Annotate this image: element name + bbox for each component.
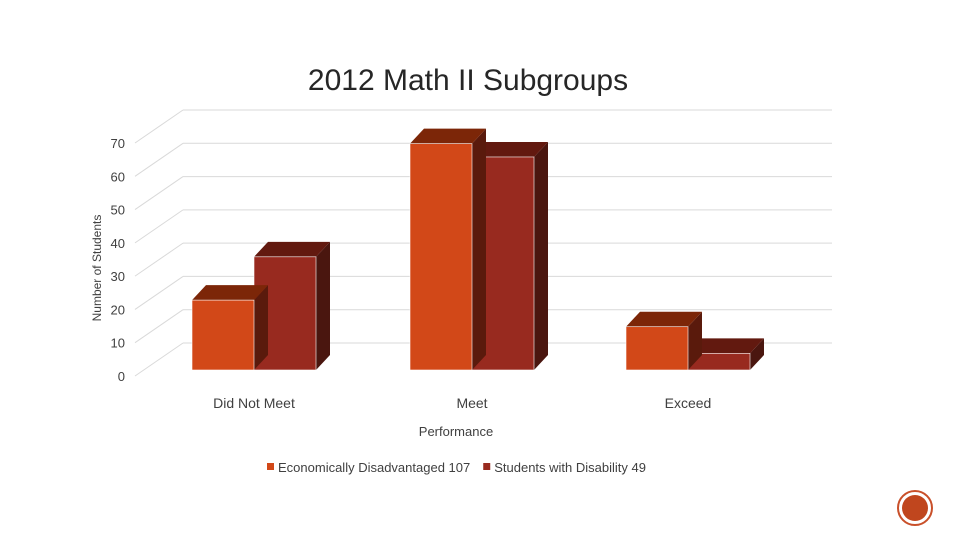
legend-label: Economically Disadvantaged 107: [278, 460, 470, 475]
bar-top: [472, 141, 548, 157]
bar-top: [192, 285, 268, 301]
bar: [409, 143, 473, 371]
y-tick-label: 30: [111, 269, 125, 284]
gridline-diag: [134, 109, 184, 144]
x-tick-label: Meet: [456, 395, 487, 411]
gridline-diag: [134, 142, 184, 177]
bar-side: [688, 311, 702, 370]
x-axis-title: Performance: [419, 424, 493, 439]
y-tick-label: 0: [118, 369, 125, 384]
bar-side: [472, 128, 486, 370]
bar-side: [750, 338, 764, 370]
gridline-diag: [134, 209, 184, 244]
y-tick-label: 50: [111, 203, 125, 218]
bar-side: [254, 285, 268, 370]
y-tick-label: 40: [111, 236, 125, 251]
bar-side: [316, 241, 330, 370]
gridline-diag: [134, 176, 184, 210]
gridline-diag: [134, 309, 184, 344]
y-tick-label: 60: [111, 169, 125, 184]
gridline-diag: [134, 276, 184, 310]
circle-icon: [902, 495, 928, 521]
y-tick-label: 10: [111, 336, 125, 351]
y-tick-label: 70: [111, 136, 125, 151]
x-tick-label: Did Not Meet: [213, 395, 295, 411]
bar-top: [410, 128, 486, 144]
bar: [625, 326, 689, 371]
gridline-diag: [134, 342, 184, 377]
y-tick-label: 20: [111, 302, 125, 317]
legend-swatch: [267, 463, 274, 470]
bar-top: [626, 311, 702, 327]
bar-top: [688, 338, 764, 354]
x-tick-label: Exceed: [665, 395, 712, 411]
bar-side: [534, 141, 548, 370]
bar-top: [254, 241, 330, 257]
slide-badge: [897, 490, 933, 526]
bar: [191, 299, 255, 371]
chart-title: 2012 Math II Subgroups: [307, 64, 629, 97]
gridline-diag: [134, 242, 184, 277]
y-axis-title: Number of Students: [90, 215, 104, 322]
legend-label: Students with Disability 49: [494, 460, 646, 475]
legend-swatch: [483, 463, 491, 470]
